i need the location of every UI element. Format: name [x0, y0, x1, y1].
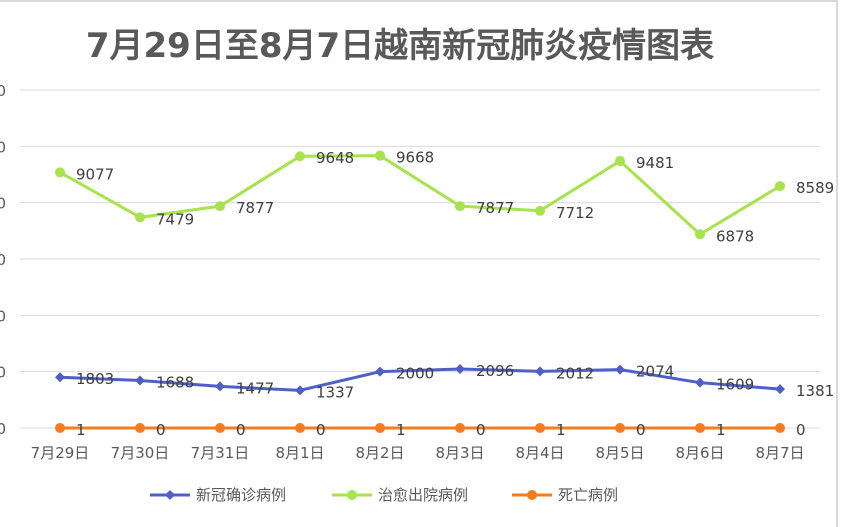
data-point [295, 423, 305, 433]
data-label: 2000 [396, 365, 434, 383]
y-tick-label: 0 [0, 420, 6, 438]
legend-item: 新冠确诊病例 [150, 484, 286, 505]
y-tick-label: 10000 [0, 138, 6, 156]
data-point [375, 422, 385, 433]
x-tick-label: 8月3日 [435, 444, 484, 462]
data-label: 1 [716, 421, 726, 439]
data-point [215, 423, 225, 433]
data-label: 1609 [716, 376, 754, 394]
data-label: 0 [796, 421, 806, 439]
series-line-0 [59, 367, 781, 392]
data-label: 7877 [236, 199, 274, 217]
data-point [535, 205, 545, 216]
data-point [55, 422, 65, 433]
legend-label: 治愈出院病例 [378, 486, 469, 504]
data-label: 2012 [556, 364, 594, 382]
y-tick-label: 2000 [0, 364, 6, 382]
x-tick-label: 8月4日 [515, 444, 564, 462]
data-label: 2074 [636, 363, 674, 381]
y-tick-label: 4000 [0, 307, 6, 325]
y-tick-label: 6000 [0, 251, 6, 269]
data-label: 1337 [316, 383, 354, 401]
legend-label: 死亡病例 [558, 486, 619, 504]
data-label: 7877 [476, 199, 514, 217]
x-tick-label: 8月6日 [675, 444, 724, 462]
legend-item: 死亡病例 [512, 484, 618, 505]
x-tick-label: 7月29日 [31, 444, 90, 462]
x-tick-label: 7月31日 [191, 444, 250, 462]
data-point [775, 181, 785, 192]
data-label: 1 [76, 421, 86, 439]
data-point [535, 366, 545, 377]
data-label: 2096 [476, 362, 514, 380]
y-tick-label: 8000 [0, 195, 6, 213]
data-point [615, 423, 625, 433]
data-point [615, 155, 625, 166]
data-point [535, 422, 545, 433]
data-point [695, 229, 705, 240]
plot-area: 0200040006000800010000120007月29日7月30日7月3… [0, 82, 834, 462]
data-point [135, 375, 145, 386]
data-label: 6878 [716, 227, 754, 245]
data-label: 9077 [76, 165, 114, 183]
data-point [215, 381, 225, 392]
data-point [775, 423, 785, 433]
data-point [215, 201, 225, 212]
data-label: 1381 [796, 382, 834, 400]
series-line-1 [59, 154, 781, 236]
data-label: 0 [636, 421, 646, 439]
data-label: 1477 [236, 379, 274, 397]
data-point [455, 363, 465, 374]
data-point [455, 423, 465, 433]
y-tick-label: 12000 [0, 82, 6, 100]
data-label: 9481 [636, 154, 674, 172]
data-label: 7479 [156, 210, 194, 228]
data-point [695, 377, 705, 388]
data-point [615, 364, 625, 375]
legend: 新冠确诊病例 治愈出院病例 死亡病例 [0, 484, 843, 506]
data-label: 8589 [796, 179, 834, 197]
legend-label: 新冠确诊病例 [196, 486, 287, 504]
data-label: 0 [156, 421, 166, 439]
data-point [135, 212, 145, 223]
data-label: 0 [476, 421, 486, 439]
data-point [55, 372, 65, 383]
data-point [135, 423, 145, 433]
data-point [775, 384, 785, 395]
data-point [375, 150, 385, 161]
data-label: 0 [236, 421, 246, 439]
data-label: 1688 [156, 373, 194, 391]
x-tick-label: 8月7日 [755, 444, 804, 462]
data-label: 9668 [396, 149, 434, 167]
data-point [695, 422, 705, 433]
data-point [455, 201, 465, 212]
legend-marker-icon [332, 489, 372, 500]
legend-item: 治愈出院病例 [332, 484, 468, 505]
legend-marker-icon [512, 489, 552, 500]
x-tick-label: 8月1日 [275, 444, 324, 462]
data-label: 0 [316, 421, 326, 439]
data-label: 1803 [76, 370, 114, 388]
x-tick-label: 8月5日 [595, 444, 644, 462]
data-point [375, 366, 385, 377]
x-tick-label: 8月2日 [355, 444, 404, 462]
chart-title: 7月29日至8月7日越南新冠肺炎疫情图表 [85, 26, 715, 66]
legend-marker-icon [150, 489, 190, 500]
data-label: 7712 [556, 204, 594, 222]
data-point [295, 385, 305, 396]
data-label: 1 [396, 421, 406, 439]
data-label: 1 [556, 421, 566, 439]
data-label: 9648 [316, 149, 354, 167]
data-point [55, 167, 65, 178]
x-tick-label: 7月30日 [111, 444, 170, 462]
data-point [295, 151, 305, 162]
